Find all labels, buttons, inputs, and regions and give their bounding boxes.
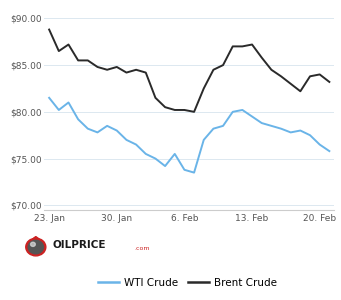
Text: OILPRICE: OILPRICE — [53, 241, 106, 250]
Polygon shape — [32, 236, 40, 239]
Text: .com: .com — [135, 245, 150, 250]
Circle shape — [31, 242, 35, 246]
Circle shape — [26, 238, 46, 256]
Legend: WTI Crude, Brent Crude: WTI Crude, Brent Crude — [93, 274, 282, 292]
Circle shape — [28, 240, 43, 254]
